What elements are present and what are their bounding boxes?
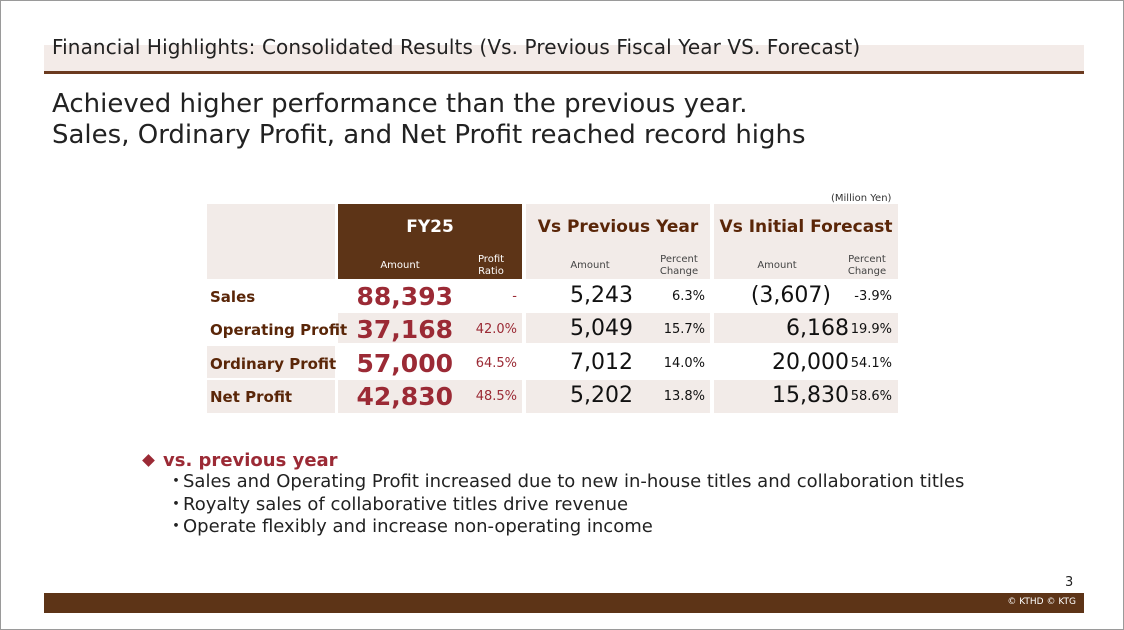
fy-amount: 57,000: [356, 349, 453, 378]
headline-line-1: Achieved higher performance than the pre…: [52, 89, 748, 119]
bullet-heading: vs. previous year: [139, 450, 964, 471]
prev-header-cell: [526, 204, 710, 279]
bullet-item-text: Operate flexibly and increase non-operat…: [183, 516, 653, 537]
forecast-amount: 15,830: [772, 383, 849, 408]
prev-percent: 13.8%: [663, 389, 705, 404]
forecast-header-cell: [714, 204, 898, 279]
fy-amount: 37,168: [356, 315, 453, 344]
prev-amount: 5,049: [570, 316, 633, 341]
headline: Achieved higher performance than the pre…: [52, 89, 806, 151]
diamond-bullet-icon: [142, 453, 155, 467]
forecast-amount: 6,168: [786, 316, 849, 341]
row-label: Ordinary Profit: [210, 355, 337, 373]
prev-percent: 15.7%: [663, 322, 705, 337]
title-rule: [44, 71, 1084, 74]
header-fy25: FY25: [406, 217, 454, 237]
fy-amount: 42,830: [356, 382, 453, 411]
footer-bar: © KTHD © KTG: [44, 593, 1084, 613]
prev-amount: 7,012: [570, 350, 633, 375]
row-label: Operating Profit: [210, 321, 348, 339]
bullet-marker: ・: [167, 493, 185, 515]
row-bg: [714, 313, 898, 343]
row-bg: [207, 346, 335, 378]
profit-ratio: 42.0%: [475, 322, 517, 337]
headline-line-2: Sales, Ordinary Profit, and Net Profit r…: [52, 120, 806, 150]
header-label-cell: [207, 204, 335, 279]
list-item: ・Royalty sales of collaborative titles d…: [139, 494, 964, 517]
subheader-percent-change: Percent Change: [847, 254, 887, 277]
copyright: © KTHD © KTG: [1007, 597, 1076, 607]
forecast-amount: (3,607): [750, 283, 831, 308]
slide-title: Financial Highlights: Consolidated Resul…: [52, 35, 861, 59]
bullet-item-text: Sales and Operating Profit increased due…: [183, 471, 965, 492]
forecast-percent: 58.6%: [850, 389, 892, 404]
subheader-amount: Amount: [380, 260, 420, 271]
bullet-marker: ・: [167, 471, 185, 492]
row-bg: [714, 380, 898, 413]
forecast-percent: -3.9%: [854, 289, 892, 304]
row-bg: [338, 313, 522, 343]
row-label: Sales: [210, 288, 256, 306]
title-band: [44, 45, 1084, 71]
row-label: Net Profit: [210, 388, 293, 406]
profit-ratio: 48.5%: [475, 389, 517, 404]
prev-amount: 5,202: [570, 383, 633, 408]
fy-header-cell: [338, 204, 522, 279]
forecast-percent: 19.9%: [850, 322, 892, 337]
header-vs-initial-forecast: Vs Initial Forecast: [719, 217, 893, 237]
fy-amount: 88,393: [356, 282, 453, 311]
bullet-heading-text: vs. previous year: [163, 450, 338, 471]
row-bg: [526, 313, 710, 343]
bullet-marker: ・: [167, 516, 185, 537]
header-vs-previous-year: Vs Previous Year: [537, 217, 699, 237]
list-item: ・Sales and Operating Profit increased du…: [139, 471, 964, 494]
page-number: 3: [1065, 575, 1074, 590]
list-item: ・Operate flexibly and increase non-opera…: [139, 516, 964, 539]
prev-amount: 5,243: [570, 283, 633, 308]
subheader-amount: Amount: [757, 260, 797, 271]
subheader-profit-ratio: Profit Ratio: [477, 254, 505, 277]
prev-percent: 14.0%: [663, 356, 705, 371]
profit-ratio: -: [512, 289, 517, 304]
bullet-item-text: Royalty sales of collaborative titles dr…: [183, 493, 629, 515]
unit-note: (Million Yen): [831, 193, 892, 204]
row-bg: [338, 380, 522, 413]
forecast-amount: 20,000: [772, 350, 849, 375]
prev-percent: 6.3%: [671, 289, 705, 304]
forecast-percent: 54.1%: [850, 356, 892, 371]
bullet-section: vs. previous year ・Sales and Operating P…: [139, 450, 964, 539]
profit-ratio: 64.5%: [475, 356, 517, 371]
row-bg: [526, 380, 710, 413]
subheader-percent-change: Percent Change: [659, 254, 699, 277]
subheader-amount: Amount: [570, 260, 610, 271]
row-bg: [207, 380, 335, 413]
